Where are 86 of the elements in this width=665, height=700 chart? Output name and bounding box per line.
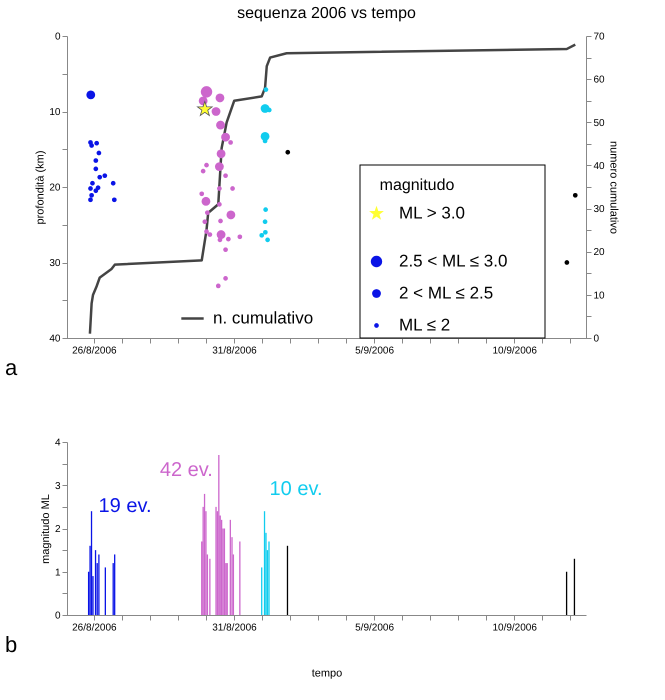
point: [228, 140, 233, 145]
legend-label: n. cumulativo: [213, 308, 314, 328]
point: [259, 232, 264, 238]
point: [204, 229, 209, 234]
point: [218, 238, 222, 242]
point: [217, 202, 222, 207]
y-tick-label: 2: [54, 524, 61, 535]
point: [199, 191, 204, 196]
legend-label: ML > 3.0: [399, 204, 465, 222]
x-tick-label: 10/9/2006: [492, 622, 538, 634]
legend-title: magnitudo: [380, 177, 454, 194]
point: [217, 186, 222, 191]
y-tick-label: 0: [54, 32, 61, 42]
point: [208, 232, 212, 237]
point: [93, 158, 98, 163]
point: [285, 150, 290, 155]
series-label: 10 ev.: [270, 478, 323, 500]
y2-tick-label: 0: [594, 334, 600, 344]
series-label: 19 ev.: [98, 495, 152, 518]
point: [200, 168, 206, 174]
text: b: [5, 632, 18, 657]
point: [223, 276, 228, 281]
y-tick-label: 1: [54, 567, 61, 578]
point: [93, 166, 98, 172]
y-tick-label: 4: [54, 438, 61, 448]
point: [223, 173, 228, 178]
y-axis-title: profondità (km): [34, 150, 46, 224]
y-tick-label: 40: [49, 334, 61, 344]
x-tick-label: 31/8/2006: [212, 622, 258, 634]
point: [102, 173, 108, 178]
point: [204, 162, 209, 168]
point: [218, 218, 223, 224]
point: [112, 197, 117, 202]
y-tick-label: 30: [49, 258, 61, 269]
y2-tick-label: 20: [594, 247, 606, 258]
y-tick-label: 0: [54, 610, 61, 622]
point: [230, 186, 235, 191]
y2-tick-label: 30: [594, 204, 606, 216]
point: [216, 284, 221, 288]
y-tick-label: 10: [49, 107, 61, 118]
point: [90, 180, 95, 186]
chart-title: sequenza 2006 vs tempo: [237, 5, 416, 22]
point: [96, 150, 102, 156]
point: [110, 180, 116, 186]
legend-label: 2 < ML ≤ 2.5: [399, 284, 494, 302]
point: [263, 230, 268, 235]
point: [226, 236, 231, 242]
point: [564, 260, 570, 265]
x-tick-label: 5/9/2006: [355, 622, 394, 634]
text: a: [5, 355, 18, 380]
x-tick-label: 10/9/2006: [492, 346, 538, 356]
y-tick-label: 20: [49, 182, 61, 194]
point: [89, 192, 94, 198]
x-tick-label: 5/9/2006: [355, 346, 394, 356]
legend-label: ML ≤ 2: [399, 316, 450, 334]
point: [88, 186, 93, 191]
line-series: [88, 43, 577, 335]
point: [223, 247, 228, 252]
point: [264, 87, 268, 92]
point: [204, 210, 210, 216]
y-tick-label: 3: [54, 480, 61, 492]
point: [572, 192, 578, 198]
point: [263, 207, 268, 212]
point: [237, 234, 242, 240]
x-tick-label: 31/8/2006: [212, 346, 258, 356]
point: [265, 238, 270, 242]
point: [262, 219, 268, 224]
y2-tick-label: 70: [594, 32, 606, 42]
y2-tick-label: 50: [594, 118, 606, 129]
point: [88, 197, 93, 202]
y2-tick-label: 40: [594, 160, 606, 172]
y2-tick-label: 10: [594, 290, 606, 302]
point: [202, 219, 208, 224]
point: [94, 140, 100, 146]
y2-axis-title: numero cumulativo: [608, 141, 620, 234]
y-axis-title: magnitudo ML: [40, 494, 52, 564]
x-tick-label: 26/8/2006: [72, 622, 118, 634]
point: [93, 188, 98, 194]
x-axis-title: tempo: [312, 668, 342, 680]
series-label: 42 ev.: [160, 458, 213, 481]
point: [97, 174, 102, 180]
legend-label: 2.5 < ML ≤ 3.0: [399, 252, 508, 270]
y2-tick-label: 60: [594, 74, 606, 86]
x-tick-label: 26/8/2006: [72, 346, 118, 356]
point: [89, 143, 94, 148]
point: [197, 101, 213, 116]
